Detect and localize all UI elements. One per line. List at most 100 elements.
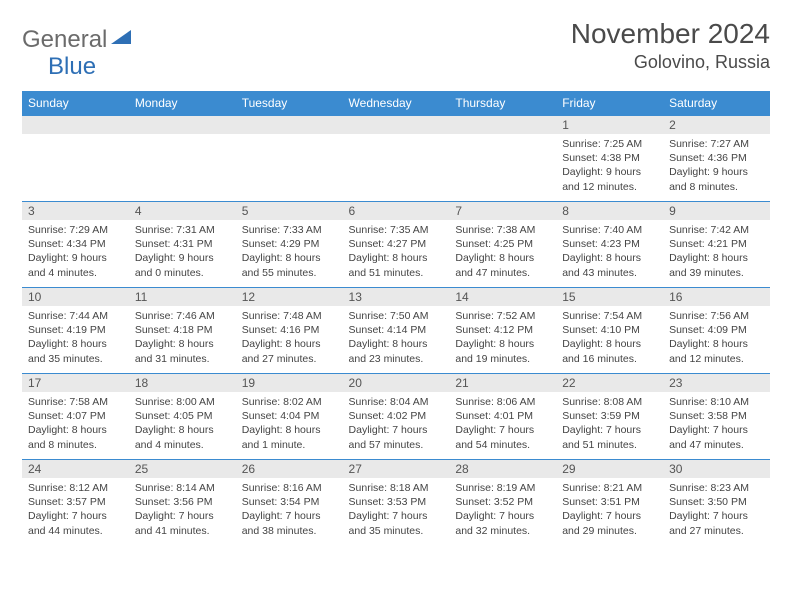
day-line: Daylight: 7 hours bbox=[455, 423, 550, 437]
day-body: Sunrise: 8:00 AMSunset: 4:05 PMDaylight:… bbox=[129, 392, 236, 456]
day-line: and 32 minutes. bbox=[455, 524, 550, 538]
day-cell bbox=[129, 116, 236, 202]
day-cell: 26Sunrise: 8:16 AMSunset: 3:54 PMDayligh… bbox=[236, 460, 343, 546]
location: Golovino, Russia bbox=[571, 52, 770, 73]
day-body: Sunrise: 7:25 AMSunset: 4:38 PMDaylight:… bbox=[556, 134, 663, 198]
day-body: Sunrise: 7:56 AMSunset: 4:09 PMDaylight:… bbox=[663, 306, 770, 370]
day-line: Sunrise: 7:50 AM bbox=[349, 309, 444, 323]
day-line: Daylight: 8 hours bbox=[349, 251, 444, 265]
day-line: and 55 minutes. bbox=[242, 266, 337, 280]
day-body: Sunrise: 7:58 AMSunset: 4:07 PMDaylight:… bbox=[22, 392, 129, 456]
day-line: Sunrise: 7:58 AM bbox=[28, 395, 123, 409]
calendar-table: SundayMondayTuesdayWednesdayThursdayFrid… bbox=[22, 91, 770, 546]
day-line: and 39 minutes. bbox=[669, 266, 764, 280]
day-line: and 16 minutes. bbox=[562, 352, 657, 366]
day-line: Sunrise: 8:19 AM bbox=[455, 481, 550, 495]
day-line: Sunset: 4:05 PM bbox=[135, 409, 230, 423]
day-line: and 41 minutes. bbox=[135, 524, 230, 538]
day-line: and 31 minutes. bbox=[135, 352, 230, 366]
day-cell: 27Sunrise: 8:18 AMSunset: 3:53 PMDayligh… bbox=[343, 460, 450, 546]
day-line: Daylight: 7 hours bbox=[28, 509, 123, 523]
day-line: Daylight: 9 hours bbox=[669, 165, 764, 179]
day-number: 4 bbox=[129, 202, 236, 220]
day-number: 25 bbox=[129, 460, 236, 478]
day-line: and 35 minutes. bbox=[349, 524, 444, 538]
day-number: 19 bbox=[236, 374, 343, 392]
day-body: Sunrise: 8:02 AMSunset: 4:04 PMDaylight:… bbox=[236, 392, 343, 456]
day-line: Sunset: 4:07 PM bbox=[28, 409, 123, 423]
day-line: Sunset: 4:23 PM bbox=[562, 237, 657, 251]
day-line: and 8 minutes. bbox=[669, 180, 764, 194]
day-line: Sunset: 4:12 PM bbox=[455, 323, 550, 337]
weekday-row: SundayMondayTuesdayWednesdayThursdayFrid… bbox=[22, 91, 770, 116]
day-cell bbox=[22, 116, 129, 202]
logo-triangle-icon bbox=[111, 28, 131, 49]
day-cell: 22Sunrise: 8:08 AMSunset: 3:59 PMDayligh… bbox=[556, 374, 663, 460]
day-line: and 57 minutes. bbox=[349, 438, 444, 452]
day-number bbox=[449, 116, 556, 134]
day-body: Sunrise: 7:27 AMSunset: 4:36 PMDaylight:… bbox=[663, 134, 770, 198]
day-line: Daylight: 8 hours bbox=[349, 337, 444, 351]
day-cell: 21Sunrise: 8:06 AMSunset: 4:01 PMDayligh… bbox=[449, 374, 556, 460]
day-body: Sunrise: 8:12 AMSunset: 3:57 PMDaylight:… bbox=[22, 478, 129, 542]
day-line: Sunrise: 7:42 AM bbox=[669, 223, 764, 237]
day-body bbox=[22, 134, 129, 141]
calendar-head: SundayMondayTuesdayWednesdayThursdayFrid… bbox=[22, 91, 770, 116]
day-line: and 38 minutes. bbox=[242, 524, 337, 538]
day-number: 17 bbox=[22, 374, 129, 392]
day-cell: 10Sunrise: 7:44 AMSunset: 4:19 PMDayligh… bbox=[22, 288, 129, 374]
day-cell: 19Sunrise: 8:02 AMSunset: 4:04 PMDayligh… bbox=[236, 374, 343, 460]
day-line: Sunset: 4:21 PM bbox=[669, 237, 764, 251]
day-number: 29 bbox=[556, 460, 663, 478]
day-line: Daylight: 9 hours bbox=[562, 165, 657, 179]
day-line: and 44 minutes. bbox=[28, 524, 123, 538]
day-line: Sunset: 3:57 PM bbox=[28, 495, 123, 509]
week-row: 3Sunrise: 7:29 AMSunset: 4:34 PMDaylight… bbox=[22, 202, 770, 288]
week-row: 10Sunrise: 7:44 AMSunset: 4:19 PMDayligh… bbox=[22, 288, 770, 374]
day-cell: 12Sunrise: 7:48 AMSunset: 4:16 PMDayligh… bbox=[236, 288, 343, 374]
day-line: Daylight: 8 hours bbox=[562, 251, 657, 265]
day-line: Daylight: 8 hours bbox=[669, 337, 764, 351]
day-line: Sunrise: 7:54 AM bbox=[562, 309, 657, 323]
day-line: Daylight: 8 hours bbox=[455, 337, 550, 351]
day-cell: 13Sunrise: 7:50 AMSunset: 4:14 PMDayligh… bbox=[343, 288, 450, 374]
day-number: 11 bbox=[129, 288, 236, 306]
day-line: Sunrise: 8:08 AM bbox=[562, 395, 657, 409]
day-number: 10 bbox=[22, 288, 129, 306]
day-number: 6 bbox=[343, 202, 450, 220]
day-body: Sunrise: 8:06 AMSunset: 4:01 PMDaylight:… bbox=[449, 392, 556, 456]
day-line: Sunrise: 7:52 AM bbox=[455, 309, 550, 323]
day-line: Sunrise: 7:40 AM bbox=[562, 223, 657, 237]
day-body: Sunrise: 8:08 AMSunset: 3:59 PMDaylight:… bbox=[556, 392, 663, 456]
day-line: and 51 minutes. bbox=[349, 266, 444, 280]
day-body: Sunrise: 8:19 AMSunset: 3:52 PMDaylight:… bbox=[449, 478, 556, 542]
title-block: November 2024 Golovino, Russia bbox=[571, 18, 770, 73]
day-line: and 47 minutes. bbox=[455, 266, 550, 280]
day-line: and 51 minutes. bbox=[562, 438, 657, 452]
day-line: Sunset: 3:53 PM bbox=[349, 495, 444, 509]
month-title: November 2024 bbox=[571, 18, 770, 50]
weekday-header: Sunday bbox=[22, 91, 129, 116]
day-cell: 17Sunrise: 7:58 AMSunset: 4:07 PMDayligh… bbox=[22, 374, 129, 460]
day-line: Sunset: 4:27 PM bbox=[349, 237, 444, 251]
day-line: Sunrise: 7:29 AM bbox=[28, 223, 123, 237]
day-line: Sunrise: 8:00 AM bbox=[135, 395, 230, 409]
day-body: Sunrise: 7:35 AMSunset: 4:27 PMDaylight:… bbox=[343, 220, 450, 284]
day-body: Sunrise: 7:44 AMSunset: 4:19 PMDaylight:… bbox=[22, 306, 129, 370]
day-line: Sunrise: 8:18 AM bbox=[349, 481, 444, 495]
day-line: Daylight: 7 hours bbox=[349, 509, 444, 523]
day-line: Daylight: 8 hours bbox=[242, 337, 337, 351]
day-cell: 1Sunrise: 7:25 AMSunset: 4:38 PMDaylight… bbox=[556, 116, 663, 202]
logo-text-gray: General bbox=[22, 26, 107, 54]
day-line: Daylight: 7 hours bbox=[562, 509, 657, 523]
day-line: Sunrise: 8:16 AM bbox=[242, 481, 337, 495]
day-line: Sunrise: 8:06 AM bbox=[455, 395, 550, 409]
day-number: 1 bbox=[556, 116, 663, 134]
day-line: Sunrise: 7:44 AM bbox=[28, 309, 123, 323]
day-line: Sunset: 3:51 PM bbox=[562, 495, 657, 509]
day-line: and 23 minutes. bbox=[349, 352, 444, 366]
day-line: Sunrise: 8:23 AM bbox=[669, 481, 764, 495]
logo-text-blue: Blue bbox=[48, 53, 96, 80]
day-number: 15 bbox=[556, 288, 663, 306]
day-cell bbox=[343, 116, 450, 202]
